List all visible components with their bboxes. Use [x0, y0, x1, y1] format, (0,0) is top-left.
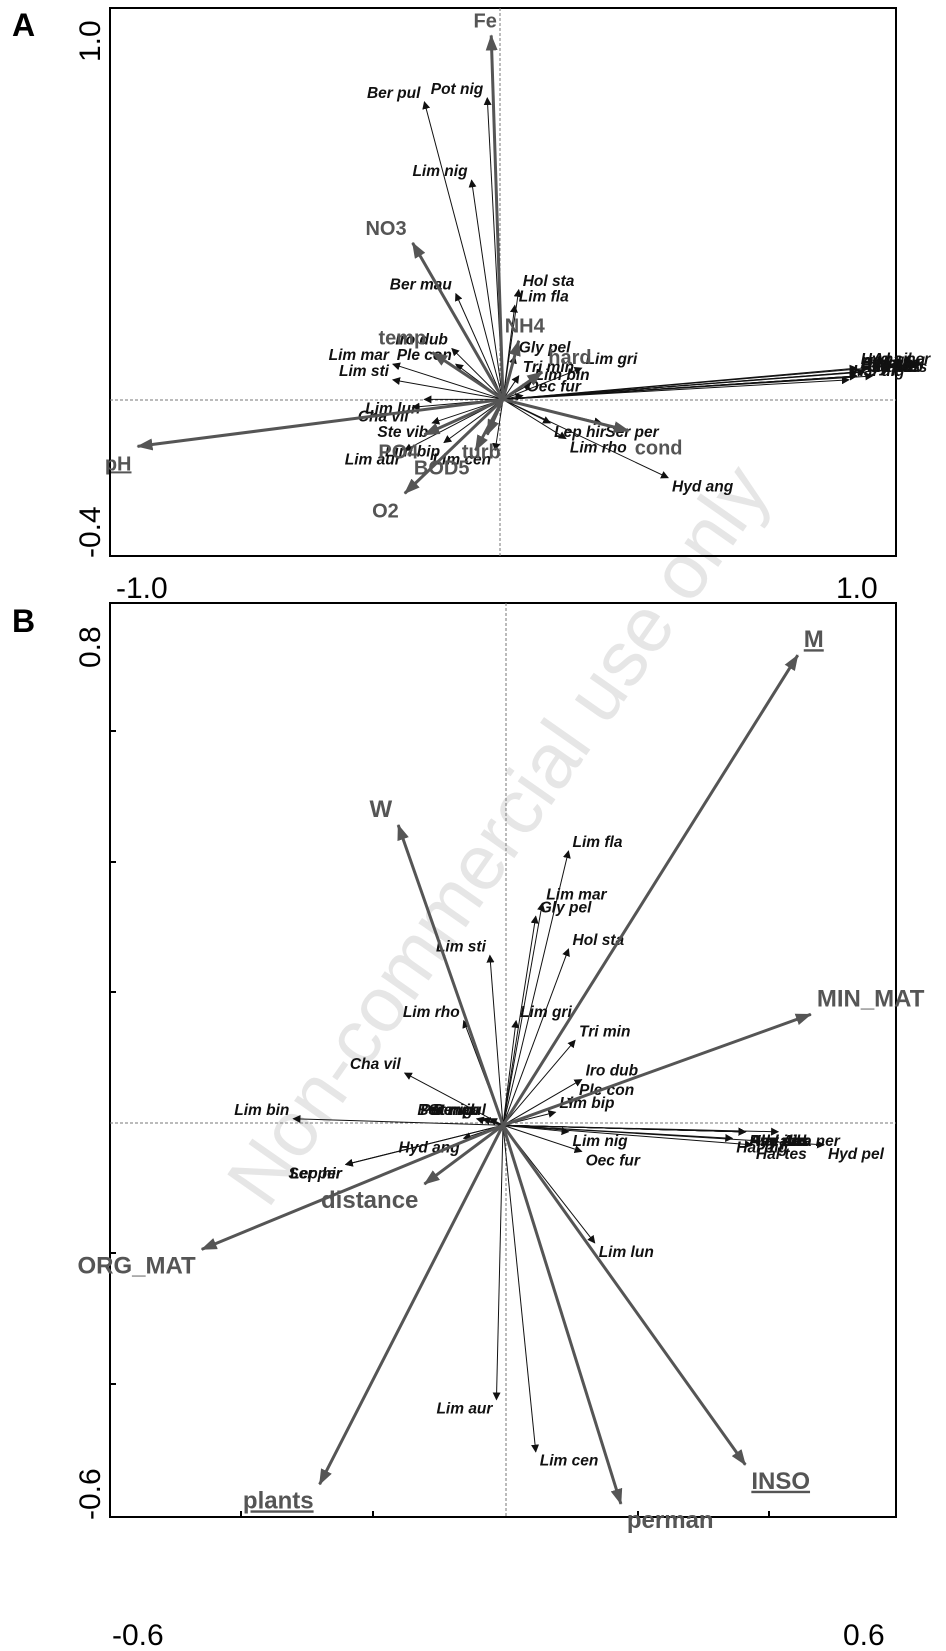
panel-b-env-arrow-plants — [320, 1125, 503, 1484]
panel-a-env-label-nh4: NH4 — [505, 316, 546, 338]
panel-b-species-label-gly-pel: Gly pel — [540, 899, 592, 916]
panel-b-species-label-lim-fla: Lim fla — [573, 834, 623, 851]
panel-b-species-label-lim-gri: Lim gri — [520, 1004, 572, 1021]
panel-a-env-arrow-fe — [491, 35, 503, 399]
panel-b-species-label-ser-per: Ser per — [288, 1165, 342, 1182]
watermark-text: Non-commercial use only — [209, 449, 786, 1220]
panel-a-env-arrow-no3 — [413, 243, 503, 400]
panel-a-plot: A -1.0 1.0 1.0 -0.4 Ber pul Pot nig Lim ni… — [12, 7, 931, 605]
panel-b-species-label-ber-pul: Ber pul — [432, 1102, 486, 1119]
panel-a-species-label-lim-nig: Lim nig — [412, 163, 468, 180]
panel-b-env-arrow-min-mat — [503, 1014, 811, 1125]
panel-b-env-label-inso: INSO — [751, 1468, 810, 1495]
panel-a-species-label-ber-mau: Ber mau — [390, 277, 453, 294]
panel-b-env-label-w: W — [370, 796, 393, 823]
panel-a-env-label-temp: temp — [378, 327, 426, 349]
panel-a-species-arrow-lim-rho — [503, 399, 566, 438]
panel-b-env-label-perman: perman — [627, 1507, 714, 1534]
panel-b-ytick-min: -0.6 — [74, 1468, 107, 1520]
panel-b-xtick-max: 0.6 — [843, 1619, 885, 1651]
panel-b-species-label-lim-cen: Lim cen — [540, 1453, 599, 1470]
panel-b-plot: B -0.6 0.6 0.8 -0.6 Lim flaLim marGly pe… — [12, 603, 925, 1651]
panel-b-species-arrow-lim-aur — [496, 1125, 503, 1399]
panel-a-species-label-lim-sti: Lim sti — [339, 363, 390, 380]
panel-b-env-label-min-mat: MIN_MAT — [817, 985, 925, 1012]
panel-b-species-label-lim-aur: Lim aur — [436, 1400, 493, 1417]
panel-a-species-label-hol-sta: Hol sta — [523, 273, 575, 290]
panel-b-species-label-lim-bin: Lim bin — [234, 1102, 289, 1119]
panel-a-letter: A — [12, 7, 35, 43]
panel-a-species-label-hal-dig: Hal dig — [853, 363, 905, 380]
panel-b-env-label-distance: distance — [321, 1187, 418, 1214]
panel-b-species-label-oec-fur: Oec fur — [586, 1152, 641, 1169]
panel-b-species-label-psy-pus: Psy pus — [749, 1133, 809, 1150]
panel-a-env-label-cond: cond — [635, 438, 683, 460]
panel-b-env-arrow-perman — [503, 1125, 621, 1504]
panel-a-xtick-max: 1.0 — [836, 572, 878, 605]
panel-a-species-label-lim-mar: Lim mar — [329, 347, 390, 364]
panel-b-frame — [110, 603, 896, 1517]
panel-b-xtick-min: -0.6 — [112, 1619, 164, 1651]
panel-a-species-label-hyd-ang: Hyd ang — [672, 479, 734, 496]
panel-a-xtick-min: -1.0 — [116, 572, 168, 605]
panel-b-species-label-iro-dub: Iro dub — [586, 1063, 639, 1080]
panel-b-ytick-max: 0.8 — [74, 626, 107, 668]
panel-a-env-label-no3: NO3 — [365, 218, 406, 240]
panel-a-species-label-ber-pul: Ber pul — [367, 85, 421, 102]
panel-a-species-label-ste-vib: Ste vib — [377, 424, 428, 441]
panel-a-species-label-lim-fla: Lim fla — [519, 288, 569, 305]
panel-a-ytick-max: 1.0 — [74, 20, 107, 62]
panel-b-species-label-lim-rho: Lim rho — [403, 1004, 460, 1021]
panel-b-species-label-lim-bip: Lim bip — [559, 1095, 614, 1112]
panel-b-species-arrow-lim-sti — [490, 956, 503, 1126]
panel-b-env-label-m: M — [804, 626, 824, 653]
panel-a-species-label-lim-gri: Lim gri — [586, 351, 638, 368]
panel-a-species-label-lep-hir: Lep hir — [554, 424, 607, 441]
panel-a-species-label-pot-nig: Pot nig — [431, 81, 484, 98]
panel-b-env-arrow-inso — [503, 1125, 745, 1464]
panel-b-species-label-tri-min: Tri min — [579, 1023, 630, 1040]
panel-b-species-label-lim-nig: Lim nig — [573, 1133, 629, 1150]
panel-b-species-label-lim-lun: Lim lun — [599, 1244, 654, 1261]
panel-a-ytick-min: -0.4 — [74, 506, 107, 558]
panel-b-letter: B — [12, 603, 35, 639]
panel-a-env-label-hard: hard — [548, 347, 591, 369]
panel-a-env-label-ph: pH — [105, 453, 132, 475]
panel-b-env-label-org-mat: ORG_MAT — [77, 1252, 196, 1279]
panel-b-species-label-cha-vil: Cha vil — [350, 1056, 402, 1073]
panel-a-env-label-o2: O2 — [372, 500, 399, 522]
panel-b-env-label-plants: plants — [243, 1487, 314, 1514]
panel-a-frame — [110, 8, 896, 556]
panel-a-env-label-fe: Fe — [474, 10, 497, 32]
